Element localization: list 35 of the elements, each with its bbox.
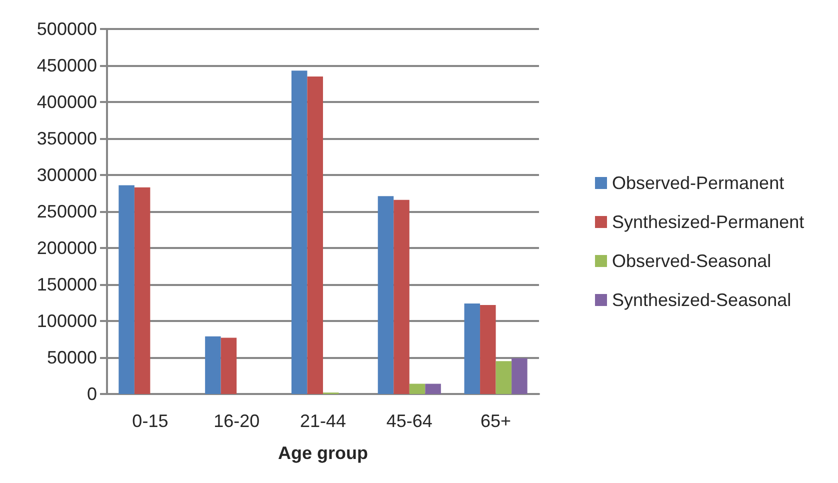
x-axis-title: Age group: [278, 443, 368, 463]
legend-label: Synthesized-Seasonal: [612, 290, 792, 310]
legend-label: Synthesized-Permanent: [612, 212, 804, 232]
bar: [496, 361, 512, 394]
y-tick-label: 100000: [36, 311, 97, 331]
bar: [480, 304, 496, 394]
bar: [205, 336, 221, 394]
bar: [378, 196, 394, 394]
bar: [220, 338, 237, 394]
y-tick-label: 50000: [46, 348, 97, 368]
x-tick-label: 65+: [480, 411, 512, 431]
y-tick-label: 150000: [36, 274, 97, 294]
bar: [307, 76, 323, 394]
legend-label: Observed-Seasonal: [612, 251, 772, 271]
bar: [425, 384, 441, 394]
x-tick-label: 21-44: [300, 411, 346, 431]
y-tick-label: 500000: [36, 19, 97, 39]
bar: [512, 358, 528, 394]
bar: [291, 70, 308, 394]
legend-label: Observed-Permanent: [612, 173, 784, 193]
y-tick-label: 0: [86, 384, 97, 404]
bar: [409, 384, 426, 394]
x-tick-label: 45-64: [386, 411, 432, 431]
y-tick-label: 450000: [36, 56, 97, 76]
bar: [464, 303, 480, 394]
y-tick-label: 250000: [36, 202, 97, 222]
x-tick-label: 0-15: [132, 411, 168, 431]
bar: [134, 187, 150, 394]
x-tick-label: 16-20: [214, 411, 260, 431]
y-tick-label: 300000: [36, 165, 97, 185]
bar: [118, 185, 134, 394]
y-tick-label: 200000: [36, 238, 97, 258]
y-tick-label: 400000: [36, 92, 97, 112]
y-tick-label: 350000: [36, 128, 97, 148]
bar: [394, 200, 410, 394]
